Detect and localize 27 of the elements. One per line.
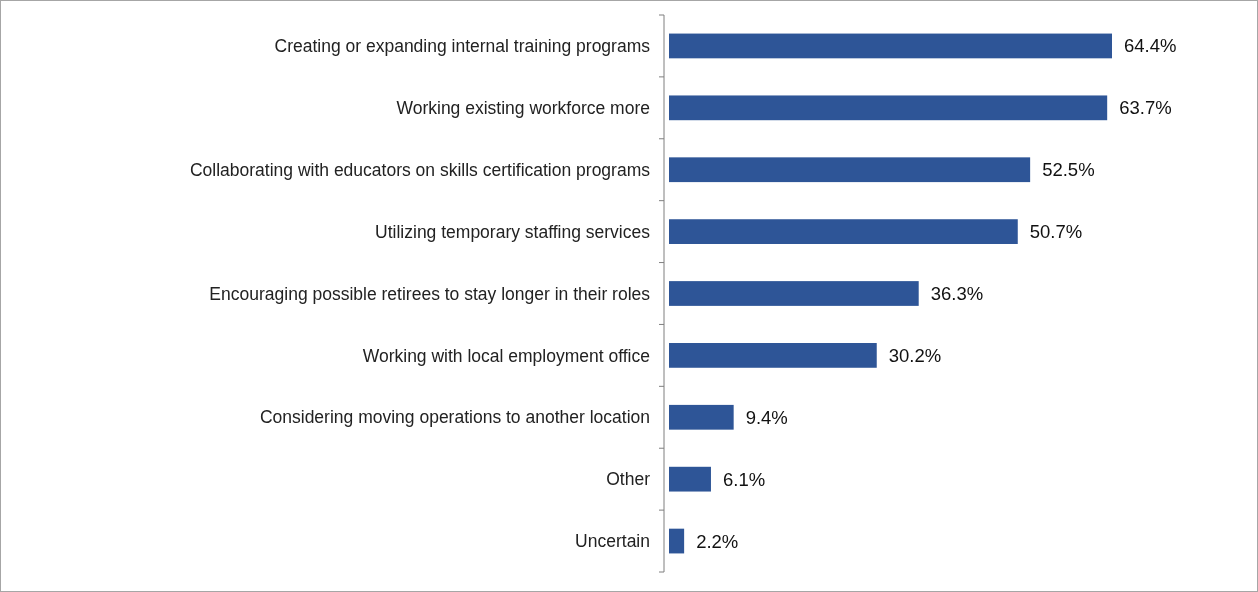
y-tick-label: Working existing workforce more	[396, 97, 650, 118]
data-label: 64.4%	[1124, 35, 1177, 57]
y-tick-label: Considering moving operations to another location	[259, 407, 650, 428]
data-label: 52.5%	[1042, 159, 1095, 181]
y-tick-label: Working with local employment office	[362, 345, 650, 366]
bar	[669, 33, 1112, 59]
data-label: 63.7%	[1119, 97, 1172, 119]
y-tick-label: Encouraging possible retirees to stay longer in their roles	[209, 283, 651, 304]
data-label: 36.3%	[930, 282, 984, 304]
y-tick-label: Uncertain	[575, 531, 650, 552]
data-label: 9.4%	[745, 406, 788, 428]
bar	[669, 343, 877, 368]
y-tick-label: Utilizing temporary staffing services	[375, 221, 651, 242]
data-label: 6.1%	[722, 468, 766, 490]
data-label: 50.7%	[1029, 221, 1083, 243]
bar	[669, 404, 734, 430]
y-tick-label: Other	[606, 469, 651, 490]
data-label: 2.2%	[696, 530, 739, 552]
bar	[669, 157, 1031, 183]
bar	[669, 528, 685, 554]
bar	[669, 281, 919, 306]
bar	[669, 95, 1108, 121]
y-tick-label: Collaborating with educators on skills certification programs	[189, 159, 651, 180]
bar	[669, 219, 1018, 244]
y-tick-label: Creating or expanding internal training programs	[274, 36, 651, 57]
data-label: 30.2%	[888, 344, 942, 366]
bar	[669, 466, 711, 492]
